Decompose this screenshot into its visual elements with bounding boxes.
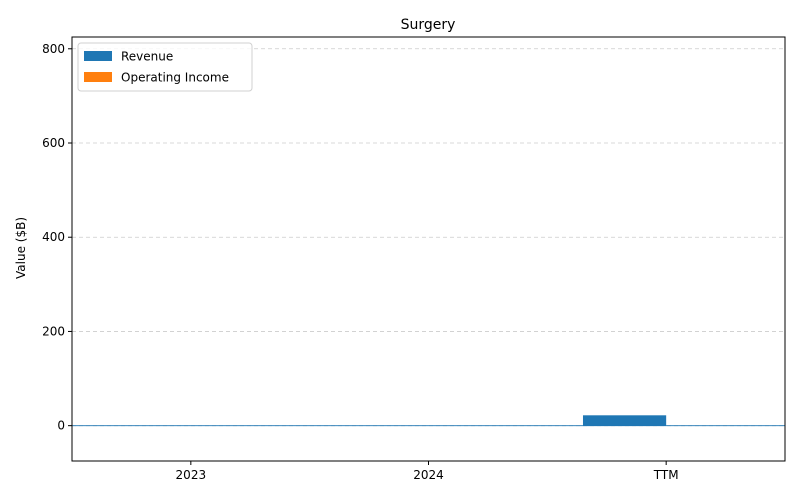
legend-box [77,42,253,92]
x-tick-label: TTM [653,468,679,482]
x-tick-label: 2024 [413,468,444,482]
y-tick-label: 800 [42,42,65,56]
y-tick-label: 400 [42,230,65,244]
y-tick-label: 200 [42,324,65,338]
legend-swatch [84,51,112,61]
legend-label: Operating Income [121,71,229,85]
bar-revenue [582,415,667,426]
y-tick-label: 600 [42,136,65,150]
plot-frame [71,36,786,462]
bars [582,415,667,426]
legend-swatch [84,72,112,82]
x-ticks: 2023 2024 TTM [176,461,679,482]
y-axis-label: Value ($B) [14,217,28,279]
chart-title: Surgery [401,17,456,33]
y-tick-label: 0 [57,419,65,433]
legend: Revenue Operating Income [77,42,253,92]
x-tick-label: 2023 [176,468,207,482]
legend-label: Revenue [121,50,173,64]
y-ticks: 0 200 400 600 800 [42,42,72,433]
